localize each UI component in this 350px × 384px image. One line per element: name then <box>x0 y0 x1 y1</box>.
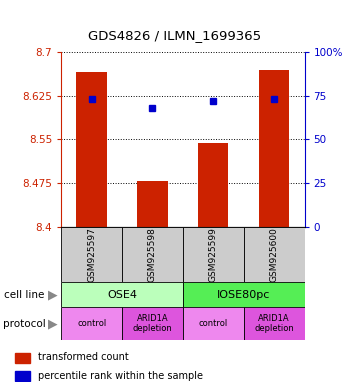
Text: transformed count: transformed count <box>38 353 129 362</box>
Bar <box>15 353 30 363</box>
Bar <box>76 72 107 227</box>
Text: ▶: ▶ <box>48 317 57 330</box>
Text: OSE4: OSE4 <box>107 290 137 300</box>
Bar <box>198 143 229 227</box>
Text: protocol: protocol <box>4 318 46 329</box>
Text: GSM925597: GSM925597 <box>87 227 96 282</box>
Bar <box>122 227 183 282</box>
Text: ARID1A
depletion: ARID1A depletion <box>254 314 294 333</box>
Bar <box>61 227 122 282</box>
Bar <box>15 371 30 381</box>
Text: GSM925600: GSM925600 <box>270 227 279 282</box>
Text: ▶: ▶ <box>48 288 57 301</box>
Bar <box>61 282 183 307</box>
Bar <box>61 307 122 340</box>
Text: GSM925598: GSM925598 <box>148 227 157 282</box>
Text: control: control <box>199 319 228 328</box>
Bar <box>183 227 244 282</box>
Text: cell line: cell line <box>4 290 44 300</box>
Bar <box>137 181 168 227</box>
Bar <box>183 282 304 307</box>
Bar <box>183 307 244 340</box>
Bar <box>244 227 304 282</box>
Bar <box>244 307 304 340</box>
Text: IOSE80pc: IOSE80pc <box>217 290 271 300</box>
Bar <box>259 71 289 227</box>
Text: ARID1A
depletion: ARID1A depletion <box>133 314 172 333</box>
Text: control: control <box>77 319 106 328</box>
Text: percentile rank within the sample: percentile rank within the sample <box>38 371 203 381</box>
Text: GSM925599: GSM925599 <box>209 227 218 282</box>
Bar <box>122 307 183 340</box>
Text: GDS4826 / ILMN_1699365: GDS4826 / ILMN_1699365 <box>89 29 261 42</box>
